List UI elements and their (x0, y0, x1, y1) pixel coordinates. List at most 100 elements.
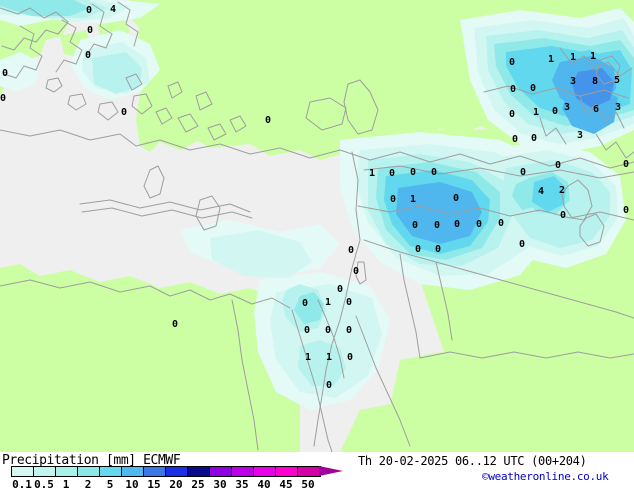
precip-value-label: 0 (389, 194, 397, 205)
precip-value-label: 0 (622, 159, 630, 170)
precip-value-label: 0 (411, 220, 419, 231)
color-scale-tick-label: 0.1 (12, 478, 32, 490)
precip-value-label: 3 (614, 102, 622, 113)
precip-value-label: 0 (508, 109, 516, 120)
precip-value-label: 1 (368, 168, 376, 179)
precip-value-label: 2 (558, 185, 566, 196)
color-scale-segment (12, 467, 34, 476)
precip-value-label: 1 (569, 52, 577, 63)
precip-value-label: 0 (171, 319, 179, 330)
color-scale-tick-label: 25 (191, 478, 205, 490)
color-scale-tick-label: 40 (257, 478, 271, 490)
precip-value-label: 0 (352, 266, 360, 277)
map-canvas (0, 0, 634, 452)
precip-value-label: 0 (434, 244, 442, 255)
color-scale-segment (166, 467, 188, 476)
precip-value-label: 1 (589, 51, 597, 62)
precip-value-label: 0 (346, 352, 354, 363)
precip-value-label: 0 (414, 244, 422, 255)
precip-value-label: 0 (303, 325, 311, 336)
precip-value-label: 0 (409, 167, 417, 178)
precip-value-label: 0 (452, 193, 460, 204)
color-scale-tick-label: 20 (169, 478, 183, 490)
precip-value-label: 3 (576, 130, 584, 141)
copyright-notice: ©weatheronline.co.uk (482, 470, 609, 483)
color-scale-tick-label: 5 (106, 478, 114, 490)
precip-value-label: 0 (475, 219, 483, 230)
precip-value-label: 0 (301, 298, 309, 309)
precipitation-map[interactable]: 0 4 0 0 0 0 0 0 1 0 0 0 0 1 0 0 0 0 0 0 0 0 0 0 0 0 1 0 0 0 0 1 1 0 0 0 0 1 1 1… (0, 0, 634, 452)
precip-value-label: 0 (433, 220, 441, 231)
precip-value-label: 1 (409, 194, 417, 205)
color-scale-tick-label: 1 (62, 478, 70, 490)
color-scale-bar[interactable] (11, 466, 321, 477)
precip-value-label: 4 (109, 4, 117, 15)
color-scale-overflow-arrow (319, 466, 343, 476)
color-scale-segment (276, 467, 298, 476)
precip-value-label: 0 (325, 380, 333, 391)
precip-value-label: 0 (530, 133, 538, 144)
precip-band-15 (572, 68, 614, 108)
precip-value-label: 5 (613, 75, 621, 86)
precip-value-label: 0 (509, 84, 517, 95)
precip-value-label: 0 (518, 239, 526, 250)
precip-value-label: 4 (537, 186, 545, 197)
precip-value-label: 8 (591, 76, 599, 87)
precip-value-label: 0 (388, 168, 396, 179)
precip-value-label: 0 (497, 218, 505, 229)
precip-value-label: 0 (345, 325, 353, 336)
precip-value-label: 0 (86, 25, 94, 36)
precip-value-label: 0 (519, 167, 527, 178)
legend-footer: Precipitation [mm] ECMWF Th 20-02-2025 0… (0, 452, 634, 490)
precip-value-label: 1 (547, 54, 555, 65)
precip-value-label: 1 (304, 352, 312, 363)
color-scale-segment (232, 467, 254, 476)
precip-value-label: 0 (622, 205, 630, 216)
color-scale-tick-label: 50 (301, 478, 315, 490)
color-scale-segment (56, 467, 78, 476)
precip-value-label: 0 (453, 219, 461, 230)
precip-value-label: 0 (84, 50, 92, 61)
color-scale-segment (188, 467, 210, 476)
precip-value-label: 1 (532, 107, 540, 118)
precip-value-label: 0 (0, 93, 7, 104)
color-scale-tick-label: 10 (125, 478, 139, 490)
forecast-timestamp: Th 20-02-2025 06..12 UTC (00+204) (358, 454, 587, 468)
precip-value-label: 0 (1, 68, 9, 79)
precip-value-label: 0 (551, 106, 559, 117)
precip-value-label: 0 (554, 160, 562, 171)
color-scale-ticks: 0.1 0.5 1 2 5 10 15 20 25 30 35 40 45 50 (11, 478, 341, 490)
precip-value-label: 0 (529, 83, 537, 94)
color-scale-segment (298, 467, 320, 476)
precip-value-label: 3 (569, 76, 577, 87)
precip-value-label: 0 (264, 115, 272, 126)
color-scale-segment (144, 467, 166, 476)
color-scale-tick-label: 0.5 (34, 478, 54, 490)
coastlines-and-borders (0, 1, 634, 452)
precip-value-label: 0 (511, 134, 519, 145)
precip-value-label: 3 (563, 102, 571, 113)
precip-value-label: 0 (559, 210, 567, 221)
precip-value-label: 0 (120, 107, 128, 118)
precip-value-label: 1 (325, 352, 333, 363)
precip-value-label: 0 (430, 167, 438, 178)
color-scale-segment (210, 467, 232, 476)
color-scale-segment (254, 467, 276, 476)
precip-value-label: 1 (324, 297, 332, 308)
color-scale-tick-label: 2 (84, 478, 92, 490)
color-scale[interactable]: 0.1 0.5 1 2 5 10 15 20 25 30 35 40 45 50 (11, 466, 343, 490)
color-scale-tick-label: 30 (213, 478, 227, 490)
precip-value-label: 0 (345, 297, 353, 308)
color-scale-segment (34, 467, 56, 476)
color-scale-tick-label: 35 (235, 478, 249, 490)
precip-value-label: 0 (324, 325, 332, 336)
color-scale-segment (100, 467, 122, 476)
color-scale-tick-label: 45 (279, 478, 293, 490)
color-scale-segment (122, 467, 144, 476)
color-scale-segment (78, 467, 100, 476)
precip-value-label: 0 (508, 57, 516, 68)
color-scale-tick-label: 15 (147, 478, 161, 490)
chart-title: Precipitation [mm] ECMWF (2, 453, 181, 468)
precip-value-label: 0 (336, 284, 344, 295)
